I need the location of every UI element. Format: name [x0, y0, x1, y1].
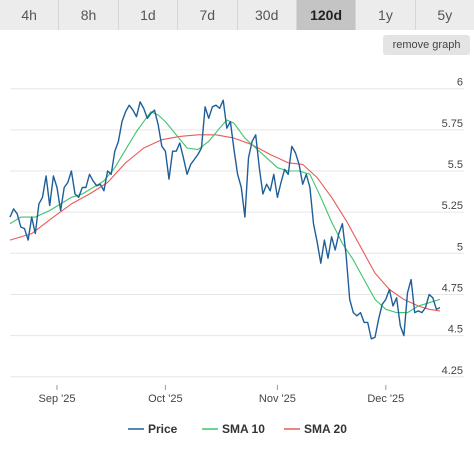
y-tick-label: 4.5: [448, 324, 463, 336]
series-line-sma-20: [9, 134, 441, 312]
remove-graph-button[interactable]: remove graph: [383, 35, 470, 55]
y-tick-label: 5.5: [448, 159, 463, 171]
x-tick-label: Nov '25: [259, 393, 296, 405]
timeframe-tabs: 4h 8h 1d 7d 30d 120d 1y 5y: [0, 0, 474, 30]
legend-label-price: Price: [148, 422, 178, 436]
series-lines: [9, 99, 441, 340]
tab-30d[interactable]: 30d: [237, 0, 297, 30]
x-tick-label: Sep '25: [38, 393, 75, 405]
tab-4h[interactable]: 4h: [0, 0, 60, 30]
series-line-sma-10: [9, 111, 441, 314]
series-line-price: [9, 99, 441, 340]
legend-label-sma-20: SMA 20: [304, 422, 347, 436]
y-tick-label: 5: [457, 241, 463, 253]
y-axis-ticks: 6 5.75 5.5 5.25 5 4.75 4.5 4.25: [442, 77, 463, 377]
legend-label-sma-10: SMA 10: [222, 422, 265, 436]
x-tick-label: Dec '25: [367, 393, 404, 405]
tab-8h[interactable]: 8h: [59, 0, 119, 30]
tab-120d[interactable]: 120d: [296, 0, 357, 30]
x-tick-label: Oct '25: [148, 393, 183, 405]
x-axis-ticks: Sep '25 Oct '25 Nov '25 Dec '25: [38, 385, 404, 405]
legend: Price SMA 10 SMA 20: [128, 422, 347, 436]
y-tick-label: 4.75: [442, 282, 463, 294]
tab-1y[interactable]: 1y: [356, 0, 416, 30]
tab-5y[interactable]: 5y: [415, 0, 474, 30]
tab-7d[interactable]: 7d: [178, 0, 238, 30]
y-tick-label: 5.75: [442, 118, 463, 130]
grid: [10, 88, 464, 378]
y-tick-label: 6: [457, 77, 463, 89]
y-tick-label: 5.25: [442, 200, 463, 212]
y-tick-label: 4.25: [442, 365, 463, 377]
tab-1d[interactable]: 1d: [118, 0, 179, 30]
